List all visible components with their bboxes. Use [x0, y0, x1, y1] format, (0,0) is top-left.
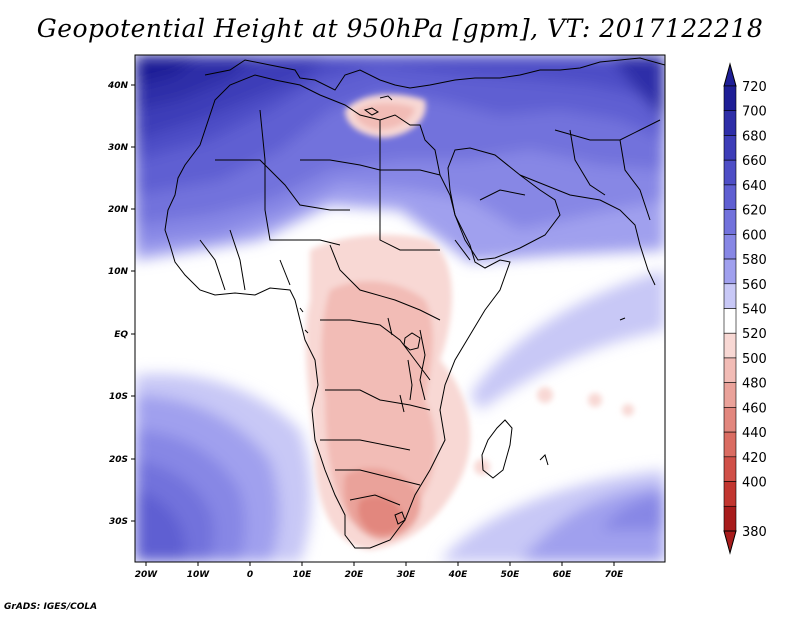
lat-label: 30S: [109, 517, 128, 527]
colorbar-label: 400: [742, 476, 767, 491]
geopotential-field: [135, 55, 665, 562]
lon-label: 70E: [605, 570, 625, 580]
colorbar-swatch: [723, 357, 737, 383]
lat-label: 30N: [108, 143, 129, 153]
colorbar-swatch: [723, 159, 737, 186]
colorbar-swatch: [723, 110, 737, 136]
colorbar-swatch: [723, 407, 737, 433]
colorbar-swatch: [723, 308, 737, 334]
colorbar-label: 600: [742, 228, 767, 243]
colorbar-swatch: [723, 382, 737, 408]
colorbar-swatch: [723, 135, 737, 161]
colorbar-label: 560: [742, 278, 767, 293]
colorbar: 720 700 680 660 640 620 600 580 560 540 520 500 480 4…: [723, 62, 767, 555]
colorbar-label: 480: [742, 377, 767, 392]
colorbar-label: 500: [742, 352, 767, 367]
lon-label: 30E: [397, 570, 417, 580]
colorbar-swatch: [723, 209, 737, 235]
lon-label: 20E: [345, 570, 365, 580]
colorbar-label: 520: [742, 327, 767, 342]
lon-label: 10W: [187, 570, 211, 580]
grads-credit: GrADS: IGES/COLA: [4, 602, 98, 612]
lon-label: 60E: [553, 570, 573, 580]
lat-label: 20S: [109, 455, 128, 465]
lat-label: 10S: [109, 392, 128, 402]
colorbar-label: 640: [742, 179, 767, 194]
lat-label: 10N: [108, 267, 129, 277]
colorbar-bottom-arrow: [723, 530, 737, 555]
colorbar-label: 440: [742, 426, 767, 441]
map-frame: [134, 54, 666, 563]
latitude-axis: 40N 30N 20N 10N EQ 10S 20S 30S: [107, 81, 135, 527]
colorbar-swatch: [723, 481, 737, 507]
colorbar-swatch: [723, 184, 737, 210]
lon-label: 20W: [135, 570, 159, 580]
colorbar-label: 620: [742, 204, 767, 219]
colorbar-label: 720: [742, 80, 767, 95]
lon-label: 0: [247, 570, 253, 580]
colorbar-swatch: [723, 283, 737, 309]
colorbar-label: 460: [742, 401, 767, 416]
colorbar-swatch: [723, 431, 737, 458]
colorbar-swatch: [723, 234, 737, 260]
longitude-axis: 20W 10W 0 10E 20E 30E 40E 50E 60E 70E: [135, 562, 624, 580]
lat-label: EQ: [114, 330, 128, 340]
colorbar-swatch: [723, 505, 737, 532]
colorbar-label: 660: [742, 154, 767, 169]
colorbar-label: 420: [742, 451, 767, 466]
map-title: Geopotential Height at 950hPa [gpm], VT:…: [36, 14, 764, 43]
lon-label: 10E: [293, 570, 313, 580]
colorbar-swatch: [723, 85, 737, 112]
colorbar-label: 680: [742, 129, 767, 144]
colorbar-label: 580: [742, 253, 767, 268]
lon-label: 50E: [501, 570, 521, 580]
colorbar-label: 700: [742, 105, 767, 120]
lat-label: 20N: [108, 205, 129, 215]
colorbar-label: 380: [742, 525, 767, 540]
colorbar-top-arrow: [723, 62, 737, 87]
lon-label: 40E: [448, 570, 469, 580]
colorbar-swatch: [723, 456, 737, 482]
colorbar-swatch: [723, 258, 737, 285]
colorbar-label: 540: [742, 303, 767, 318]
colorbar-swatch: [723, 332, 737, 359]
coastlines: [164, 57, 665, 549]
lat-label: 40N: [107, 81, 129, 91]
